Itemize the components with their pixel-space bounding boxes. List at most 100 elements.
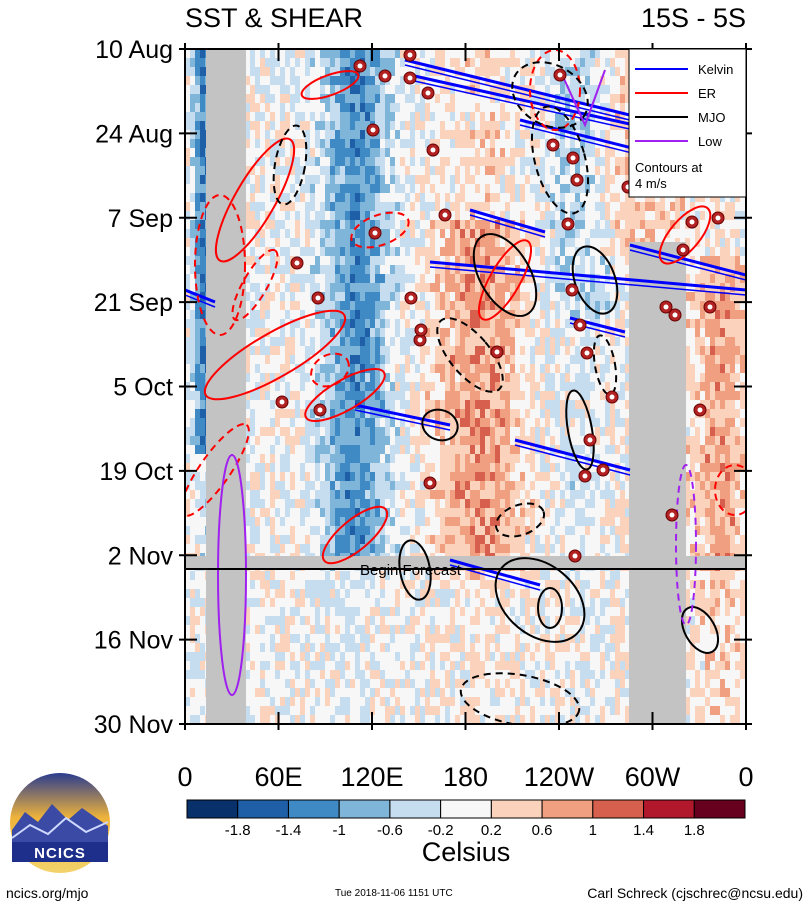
- heat-cell: [350, 247, 356, 257]
- heat-cell: [265, 418, 271, 428]
- heat-cell: [370, 274, 376, 284]
- heat-cell: [440, 85, 446, 95]
- heat-cell: [250, 130, 256, 140]
- heat-cell: [420, 112, 426, 122]
- heat-cell: [305, 391, 311, 401]
- heat-cell: [345, 112, 351, 122]
- heat-cell: [590, 220, 596, 230]
- heat-cell: [545, 319, 551, 329]
- heat-cell: [525, 121, 531, 131]
- heat-cell: [355, 346, 361, 356]
- heat-cell: [735, 193, 741, 203]
- heat-cell: [260, 445, 266, 455]
- heat-cell: [535, 247, 541, 257]
- heat-cell: [315, 202, 321, 212]
- heat-cell: [395, 310, 401, 320]
- heat-cell: [395, 166, 401, 176]
- heat-cell: [375, 436, 381, 446]
- heat-cell: [285, 202, 291, 212]
- heat-cell: [420, 229, 426, 239]
- heat-cell: [450, 184, 456, 194]
- heat-cell: [185, 175, 191, 185]
- heat-cell: [505, 175, 511, 185]
- heat-cell: [660, 211, 666, 221]
- heat-cell: [595, 121, 601, 131]
- heat-cell: [310, 121, 316, 131]
- heat-cell: [695, 355, 701, 365]
- heat-cell: [260, 427, 266, 437]
- heat-cell: [435, 427, 441, 437]
- heat-cell: [280, 256, 286, 266]
- heat-cell: [675, 220, 681, 230]
- heat-cell: [570, 337, 576, 347]
- heat-cell: [290, 130, 296, 140]
- heat-cell: [345, 382, 351, 392]
- heat-cell: [250, 121, 256, 131]
- heat-cell: [270, 184, 276, 194]
- heat-cell: [265, 292, 271, 302]
- heat-cell: [345, 427, 351, 437]
- heat-cell: [585, 292, 591, 302]
- heat-cell: [555, 337, 561, 347]
- heat-cell: [365, 382, 371, 392]
- heat-cell: [480, 328, 486, 338]
- heat-cell: [285, 58, 291, 68]
- heat-cell: [585, 94, 591, 104]
- heat-cell: [270, 292, 276, 302]
- heat-cell: [365, 58, 371, 68]
- heat-cell: [620, 67, 626, 77]
- heat-cell: [290, 292, 296, 302]
- heat-cell: [370, 346, 376, 356]
- heat-cell: [505, 211, 511, 221]
- heat-cell: [585, 103, 591, 113]
- heat-cell: [505, 382, 511, 392]
- heat-cell: [305, 58, 311, 68]
- heat-cell: [255, 364, 261, 374]
- heat-cell: [290, 337, 296, 347]
- heat-cell: [610, 283, 616, 293]
- heat-cell: [260, 274, 266, 284]
- heat-cell: [710, 391, 716, 401]
- heat-cell: [385, 85, 391, 95]
- heat-cell: [480, 139, 486, 149]
- heat-cell: [340, 265, 346, 275]
- heat-cell: [400, 292, 406, 302]
- heat-cell: [685, 283, 691, 293]
- heat-cell: [510, 319, 516, 329]
- heat-cell: [350, 400, 356, 410]
- heat-cell: [420, 157, 426, 167]
- heat-cell: [670, 193, 676, 203]
- heat-cell: [245, 175, 251, 185]
- heat-cell: [710, 274, 716, 284]
- heat-cell: [190, 364, 196, 374]
- heat-cell: [470, 247, 476, 257]
- heat-cell: [600, 220, 606, 230]
- heat-cell: [515, 355, 521, 365]
- heat-cell: [565, 265, 571, 275]
- heat-cell: [465, 166, 471, 176]
- heat-cell: [250, 247, 256, 257]
- heat-cell: [370, 292, 376, 302]
- heat-cell: [345, 310, 351, 320]
- heat-cell: [625, 238, 631, 248]
- heat-cell: [455, 157, 461, 167]
- heat-cell: [260, 319, 266, 329]
- heat-cell: [340, 139, 346, 149]
- heat-cell: [245, 58, 251, 68]
- heat-cell: [735, 238, 741, 248]
- heat-cell: [640, 220, 646, 230]
- heat-cell: [315, 364, 321, 374]
- heat-cell: [460, 220, 466, 230]
- heat-cell: [340, 364, 346, 374]
- heat-cell: [580, 301, 586, 311]
- heat-cell: [410, 310, 416, 320]
- heat-cell: [415, 85, 421, 95]
- heat-cell: [470, 265, 476, 275]
- heat-cell: [585, 274, 591, 284]
- heat-cell: [600, 301, 606, 311]
- heat-cell: [495, 157, 501, 167]
- heat-cell: [385, 229, 391, 239]
- heat-cell: [385, 238, 391, 248]
- heat-cell: [730, 310, 736, 320]
- heat-cell: [620, 337, 626, 347]
